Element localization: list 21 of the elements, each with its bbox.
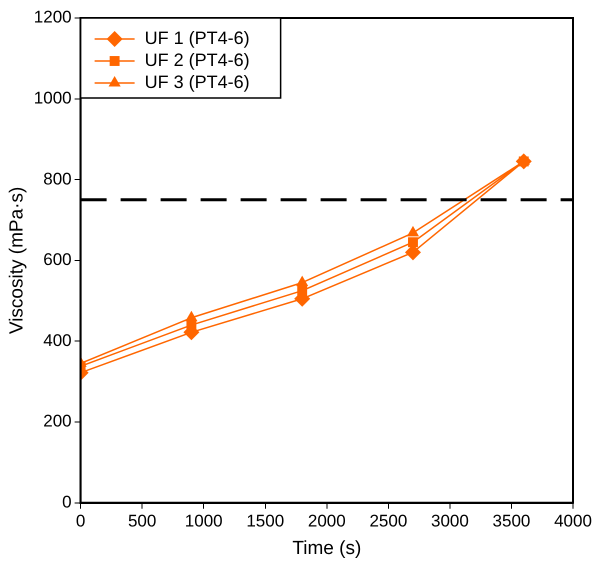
x-tick-label: 2500 <box>369 512 408 531</box>
y-tick-label: 1200 <box>34 8 72 27</box>
y-tick-label: 800 <box>43 169 72 188</box>
x-axis-title: Time (s) <box>292 538 362 559</box>
y-axis-title: Viscosity (mPa·s) <box>6 186 28 334</box>
legend-label: UF 2 (PT4-6) <box>144 50 250 70</box>
x-tick-label: 0 <box>76 512 86 531</box>
x-tick-label: 1000 <box>184 512 223 531</box>
x-tick-label: 500 <box>128 512 156 531</box>
y-tick-label: 0 <box>62 492 72 512</box>
x-tick-label: 4000 <box>554 512 592 531</box>
y-tick-label: 200 <box>43 412 72 431</box>
y-tick-label: 1000 <box>34 88 72 108</box>
legend-label: UF 3 (PT4-6) <box>144 72 250 92</box>
x-tick-label: 1500 <box>246 512 284 531</box>
y-tick-label: 400 <box>43 330 72 350</box>
x-tick-label: 2000 <box>308 512 346 531</box>
legend-label: UF 1 (PT4-6) <box>144 28 250 48</box>
y-tick-label: 600 <box>43 250 72 270</box>
x-tick-label: 3000 <box>430 512 469 531</box>
x-tick-label: 3500 <box>492 512 530 531</box>
